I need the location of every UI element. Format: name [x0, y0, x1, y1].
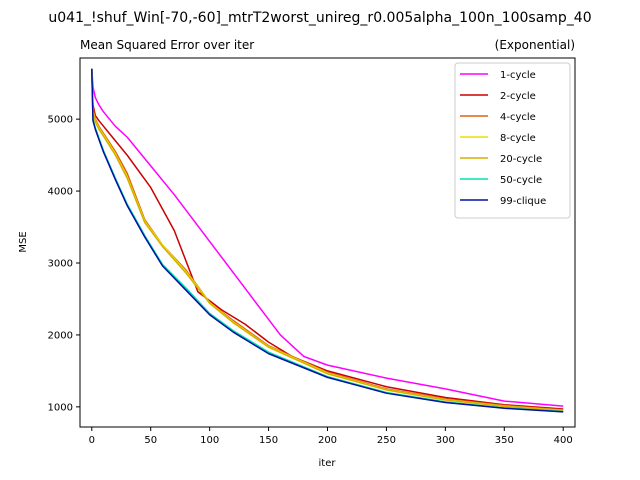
x-tick-label-5: 250 [377, 435, 396, 446]
legend-label-0: 1-cycle [500, 70, 536, 81]
x-tick-label-3: 150 [259, 435, 278, 446]
series-line-4 [91, 68, 564, 412]
series-line-1 [91, 68, 564, 410]
y-axis-label: MSE [18, 231, 29, 252]
y-tick-label-3: 4000 [48, 187, 73, 198]
chart-suptitle: u041_!shuf_Win[-70,-60]_mtrT2worst_unire… [48, 10, 591, 26]
plot-lines [91, 68, 564, 413]
chart-title: Mean Squared Error over iter [80, 38, 254, 52]
x-tick-label-6: 300 [436, 435, 455, 446]
x-tick-label-7: 350 [495, 435, 514, 446]
x-tick-label-8: 400 [554, 435, 573, 446]
legend-label-2: 4-cycle [500, 112, 536, 123]
x-tick-label-1: 50 [144, 435, 157, 446]
y-tick-label-4: 5000 [48, 115, 73, 126]
x-tick-label-0: 0 [89, 435, 95, 446]
legend-label-3: 8-cycle [500, 133, 536, 144]
legend-label-1: 2-cycle [500, 91, 536, 102]
legend: 1-cycle 2-cycle 4-cycle 8-cycle 20-cycle 50-c… [454, 62, 571, 219]
legend-label-5: 50-cycle [500, 175, 542, 186]
chart-title-right: (Exponential) [495, 38, 575, 52]
x-tick-label-2: 100 [200, 435, 219, 446]
y-axis: 1000 2000 3000 4000 5000 [48, 115, 80, 413]
y-tick-label-1: 2000 [48, 330, 73, 341]
y-tick-label-0: 1000 [48, 402, 73, 413]
y-tick-label-2: 3000 [48, 259, 73, 270]
x-axis: 0 50 100 150 200 250 300 350 400 [89, 427, 573, 446]
series-line-0 [91, 68, 564, 407]
x-axis-label: iter [319, 458, 337, 469]
legend-label-6: 99-clique [500, 196, 546, 207]
series-line-6 [91, 68, 564, 413]
x-tick-label-4: 200 [318, 435, 337, 446]
legend-label-4: 20-cycle [500, 154, 542, 165]
